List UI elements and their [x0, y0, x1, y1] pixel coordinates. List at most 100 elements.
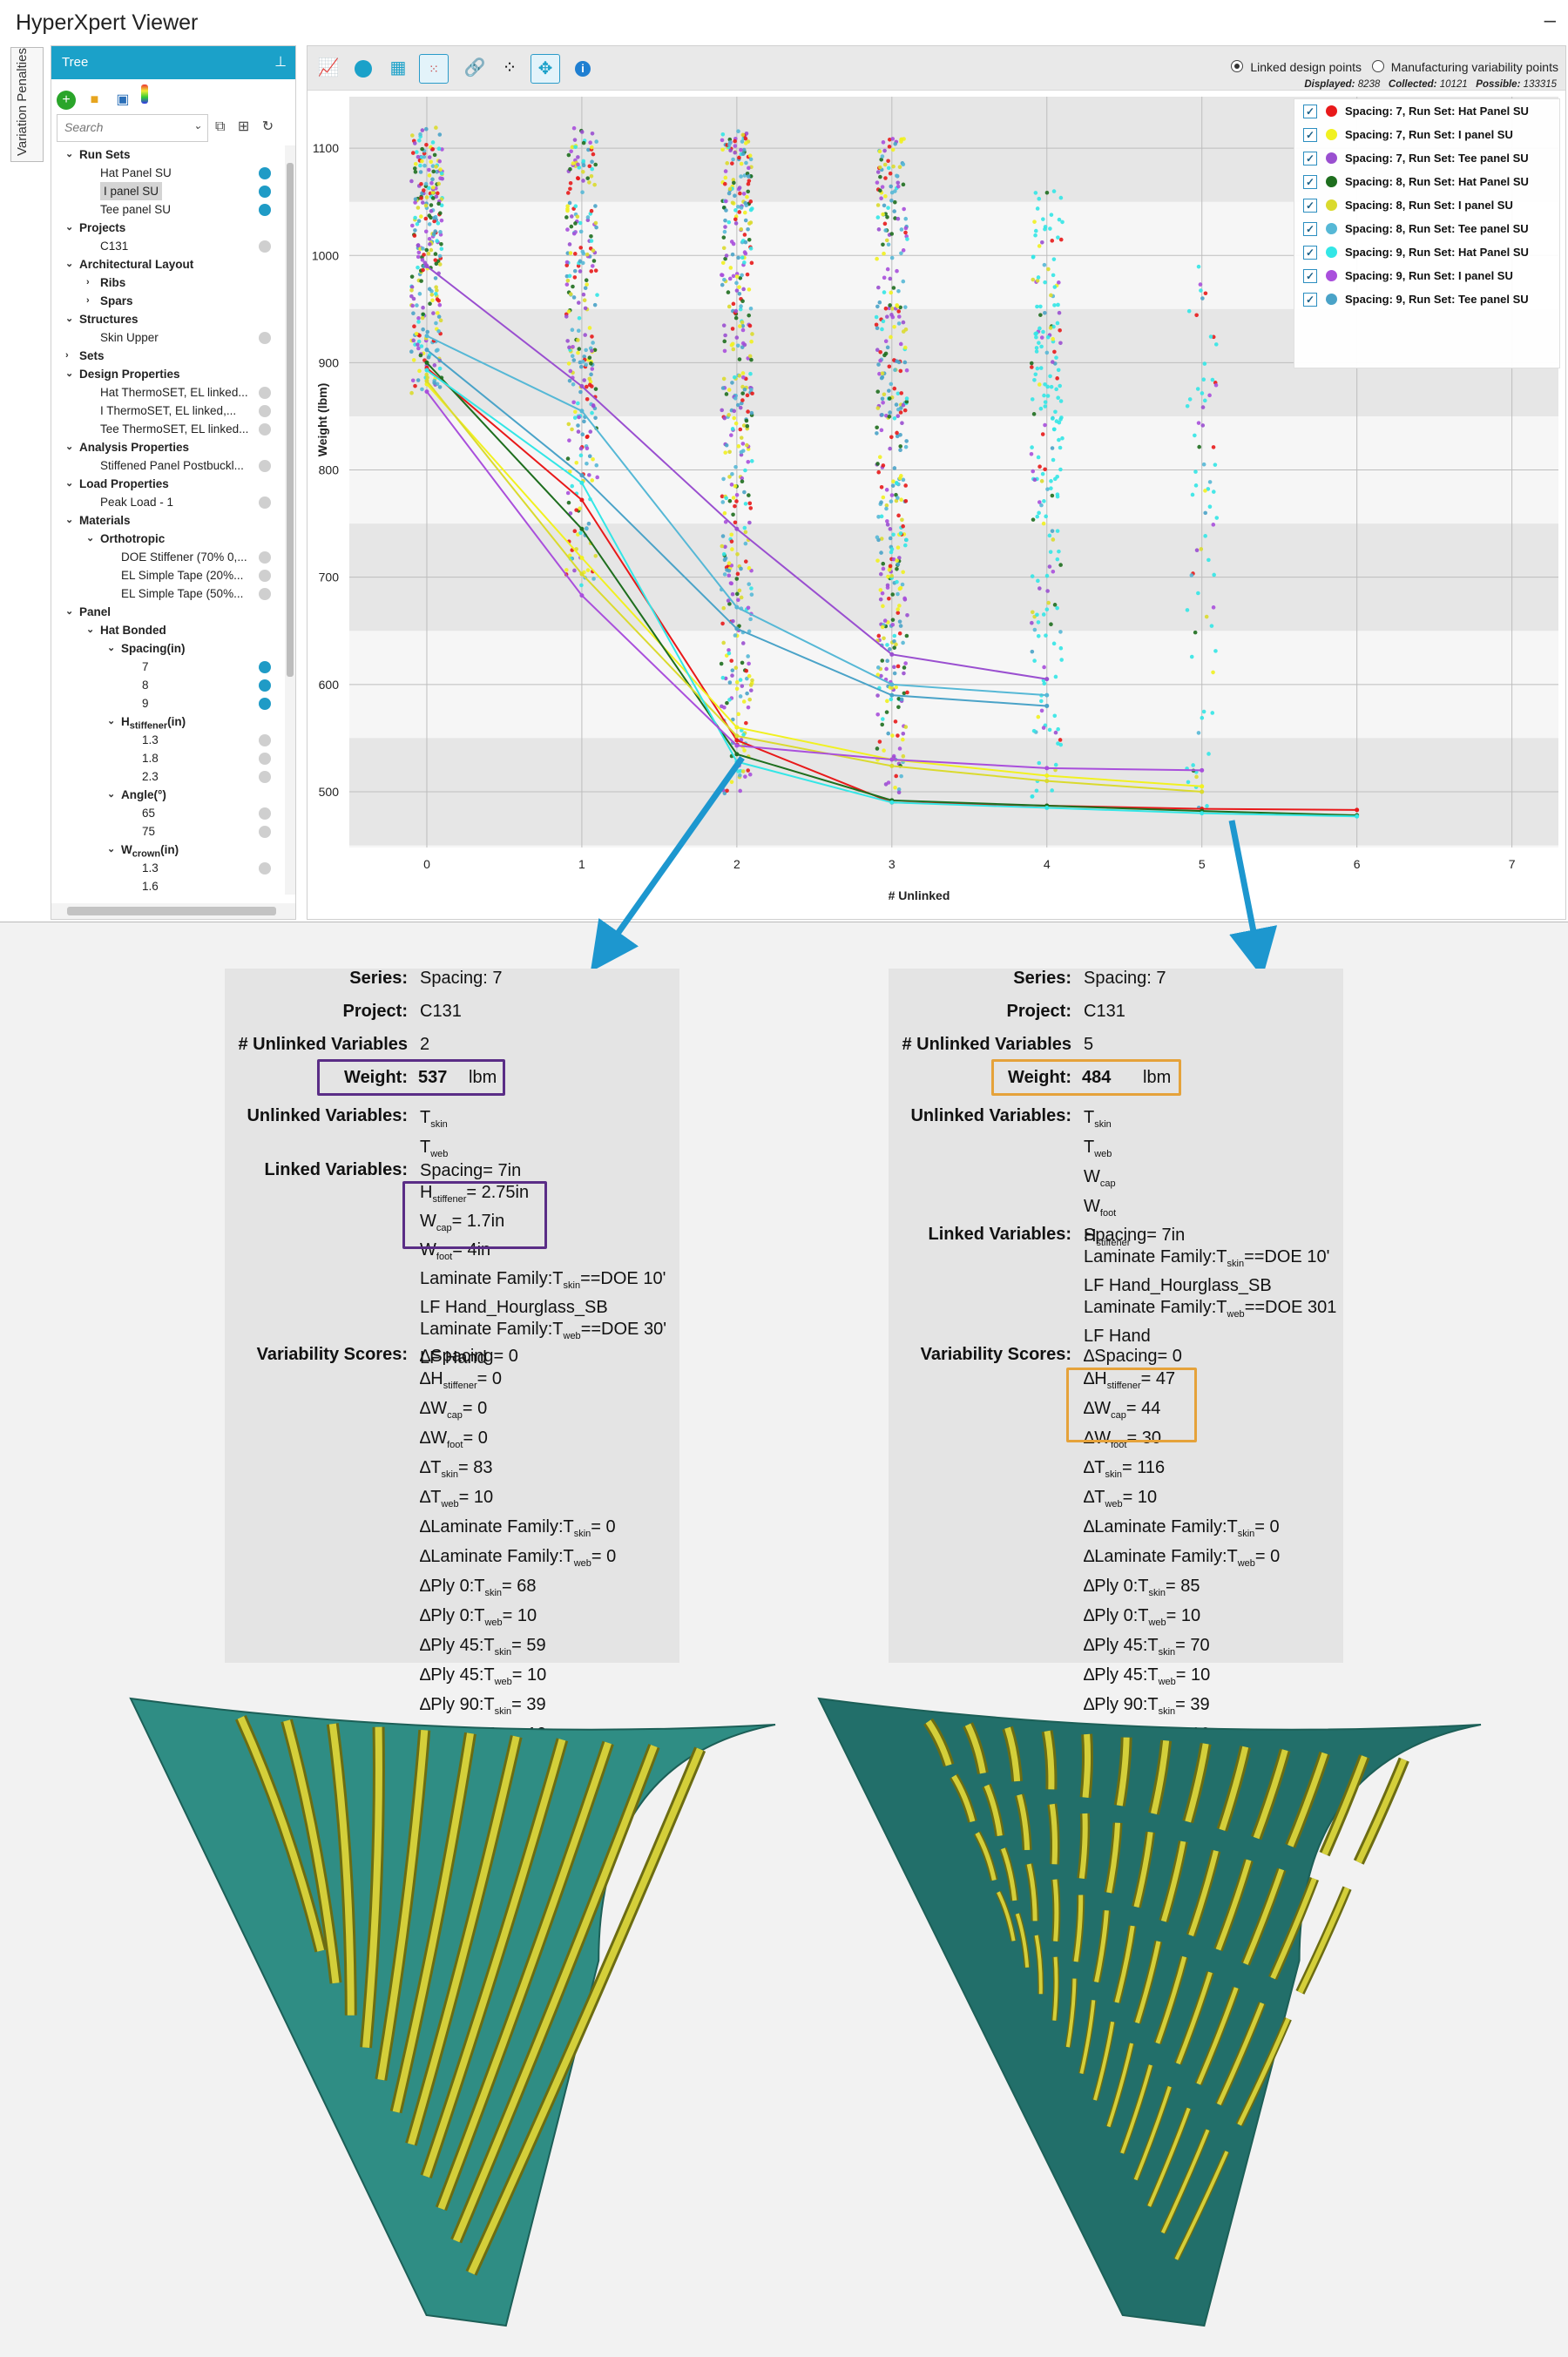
variation-penalties-tab[interactable]: Variation Penalties	[10, 47, 44, 162]
tree-item[interactable]: › Ribs	[51, 274, 287, 292]
tree-item[interactable]: EL Simple Tape (20%...	[51, 566, 287, 584]
tree-item[interactable]: I panel SU	[51, 182, 287, 200]
status-dot-icon[interactable]	[259, 332, 271, 344]
chevron-down-icon[interactable]: ⌄	[107, 643, 116, 653]
legend-checkbox[interactable]: ✓	[1303, 199, 1317, 213]
scatter-select-icon[interactable]: ⁙	[419, 54, 449, 84]
tree-item[interactable]: ⌄ Structures	[51, 310, 287, 328]
tree-item[interactable]: 9	[51, 694, 287, 713]
chevron-down-icon[interactable]: ⌄	[86, 533, 95, 544]
legend-checkbox[interactable]: ✓	[1303, 128, 1317, 142]
status-dot-icon[interactable]	[259, 496, 271, 509]
add-icon[interactable]: +	[57, 91, 76, 110]
chevron-down-icon[interactable]: ⌄	[65, 478, 74, 489]
tree-horizontal-scrollbar[interactable]	[51, 903, 295, 919]
status-dot-icon[interactable]	[259, 460, 271, 472]
status-dot-icon[interactable]	[259, 661, 271, 673]
tree-item[interactable]: › Sets	[51, 347, 287, 365]
legend-checkbox[interactable]: ✓	[1303, 175, 1317, 189]
tree-item[interactable]: ⌄ Hstiffener(in)	[51, 713, 287, 732]
tree-item[interactable]: ⌄ Load Properties	[51, 475, 287, 493]
scrollbar-thumb[interactable]	[287, 163, 294, 677]
linked-design-points-radio[interactable]	[1231, 60, 1244, 72]
chevron-down-icon[interactable]: ⌄	[65, 368, 74, 379]
legend-checkbox[interactable]: ✓	[1303, 246, 1317, 260]
legend-item[interactable]: ✓ Spacing: 7, Run Set: Hat Panel SU	[1294, 99, 1559, 123]
line-chart-icon[interactable]: 📈	[317, 58, 340, 78]
chevron-down-icon[interactable]: ⌄	[107, 844, 116, 854]
status-dot-icon[interactable]	[259, 826, 271, 838]
legend-checkbox[interactable]: ✓	[1303, 269, 1317, 283]
fit-view-icon[interactable]: ✥	[531, 54, 560, 84]
color-palette-icon[interactable]	[141, 84, 149, 104]
chevron-down-icon[interactable]: ⌄	[107, 789, 116, 800]
tree-item[interactable]: C131	[51, 237, 287, 255]
hscrollbar-thumb[interactable]	[67, 907, 276, 915]
tree-item[interactable]: ⌄ Spacing(in)	[51, 639, 287, 658]
search-input[interactable]	[63, 115, 179, 139]
circle-icon[interactable]	[349, 54, 377, 82]
status-dot-icon[interactable]	[259, 588, 271, 600]
legend-item[interactable]: ✓ Spacing: 9, Run Set: Hat Panel SU	[1294, 240, 1559, 264]
chevron-down-icon[interactable]: ⌄	[65, 606, 74, 617]
tree-item[interactable]: ⌄ Projects	[51, 219, 287, 237]
chevron-down-icon[interactable]: ⌄	[65, 314, 74, 324]
chevron-down-icon[interactable]: ⌄	[65, 149, 74, 159]
legend-item[interactable]: ✓ Spacing: 9, Run Set: Tee panel SU	[1294, 287, 1559, 311]
tree-item[interactable]: Peak Load - 1	[51, 493, 287, 511]
status-dot-icon[interactable]	[259, 734, 271, 746]
chevron-down-icon[interactable]: ⌄	[193, 119, 202, 132]
tree-item[interactable]: Skin Upper	[51, 328, 287, 347]
tree-item[interactable]: 75	[51, 822, 287, 841]
legend-item[interactable]: ✓ Spacing: 8, Run Set: Tee panel SU	[1294, 217, 1559, 240]
legend-item[interactable]: ✓ Spacing: 9, Run Set: I panel SU	[1294, 264, 1559, 287]
legend-checkbox[interactable]: ✓	[1303, 105, 1317, 118]
tree-item[interactable]: Tee ThermoSET, EL linked...	[51, 420, 287, 438]
tree-item[interactable]: 7	[51, 658, 287, 676]
chevron-right-icon[interactable]: ›	[65, 350, 69, 361]
legend-checkbox[interactable]: ✓	[1303, 293, 1317, 307]
chevron-down-icon[interactable]: ⌄	[86, 625, 95, 635]
legend-item[interactable]: ✓ Spacing: 8, Run Set: Hat Panel SU	[1294, 170, 1559, 193]
status-dot-icon[interactable]	[259, 167, 271, 179]
status-dot-icon[interactable]	[259, 698, 271, 710]
pin-icon[interactable]: ⊥	[274, 55, 287, 70]
info-icon[interactable]: i	[569, 54, 597, 82]
tree-item[interactable]: ⌄ Design Properties	[51, 365, 287, 383]
tree-item[interactable]: ⌄ Materials	[51, 511, 287, 530]
tree-item[interactable]: ⌄ Analysis Properties	[51, 438, 287, 456]
tree-item[interactable]: ⌄ Architectural Layout	[51, 255, 287, 274]
tree-item[interactable]: 1.3	[51, 859, 287, 877]
status-dot-icon[interactable]	[259, 551, 271, 564]
status-dot-icon[interactable]	[259, 405, 271, 417]
status-dot-icon[interactable]	[259, 771, 271, 783]
minimize-button[interactable]: –	[1544, 9, 1556, 32]
tree-item[interactable]: EL Simple Tape (50%...	[51, 584, 287, 603]
table-icon[interactable]: ▦	[389, 58, 407, 78]
tree-item[interactable]: ⌄ Orthotropic	[51, 530, 287, 548]
chevron-down-icon[interactable]: ⌄	[107, 716, 116, 726]
tree-item[interactable]: ⌄ Hat Bonded	[51, 621, 287, 639]
status-dot-icon[interactable]	[259, 679, 271, 692]
status-dot-icon[interactable]	[259, 570, 271, 582]
chevron-down-icon[interactable]: ⌄	[65, 259, 74, 269]
tree-item[interactable]: › Spars	[51, 292, 287, 310]
copy-icon[interactable]: ⧉	[215, 119, 226, 134]
cluster-icon[interactable]: ⁘	[502, 58, 517, 78]
status-dot-icon[interactable]	[259, 423, 271, 436]
legend-checkbox[interactable]: ✓	[1303, 152, 1317, 165]
tree-item[interactable]: 1.8	[51, 749, 287, 767]
chevron-right-icon[interactable]: ›	[86, 277, 90, 287]
chevron-down-icon[interactable]: ⌄	[65, 442, 74, 452]
legend-item[interactable]: ✓ Spacing: 7, Run Set: Tee panel SU	[1294, 146, 1559, 170]
status-dot-icon[interactable]	[259, 240, 271, 253]
status-dot-icon[interactable]	[259, 387, 271, 399]
link-icon[interactable]: 🔗	[463, 58, 486, 78]
manufacturing-variability-radio[interactable]	[1371, 60, 1384, 72]
tree-item[interactable]: ⌄ Wcrown(in)	[51, 841, 287, 860]
status-dot-icon[interactable]	[259, 753, 271, 765]
tree-item[interactable]: Stiffened Panel Postbuckl...	[51, 456, 287, 475]
chevron-right-icon[interactable]: ›	[86, 295, 90, 306]
tree-item[interactable]: 2.3	[51, 767, 287, 786]
tree-scrollbar[interactable]	[285, 145, 295, 895]
